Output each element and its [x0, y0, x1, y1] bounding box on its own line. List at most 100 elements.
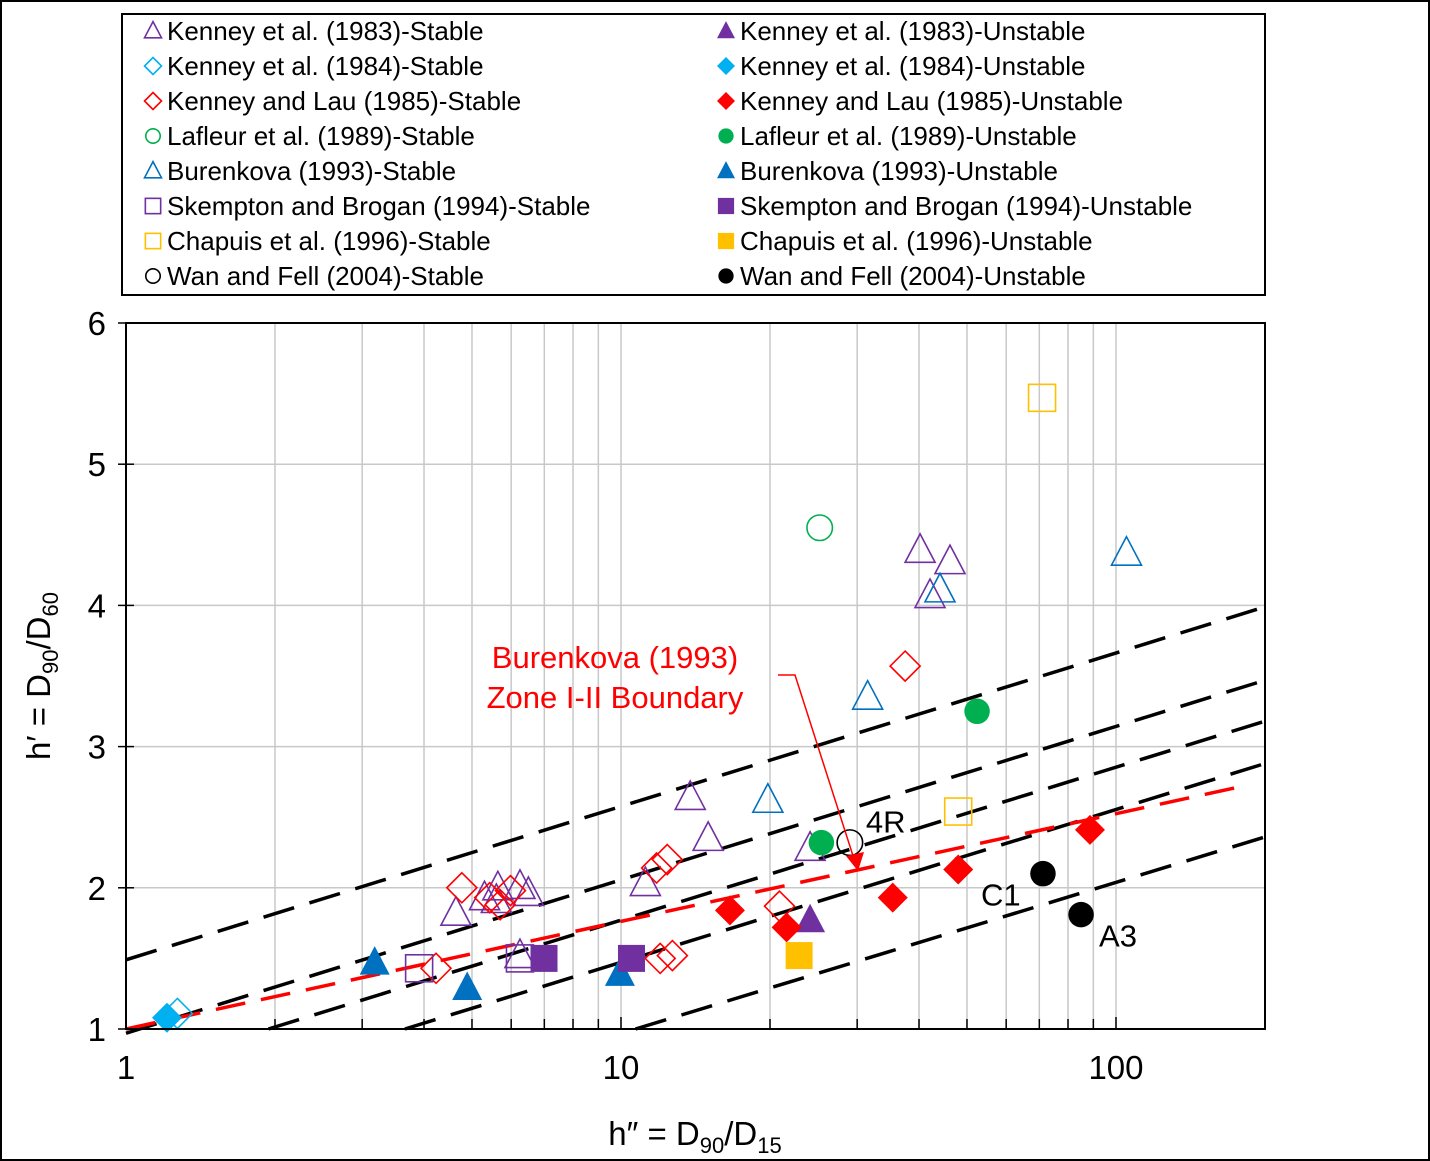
legend-marker-icon	[717, 232, 735, 250]
reference-lines	[125, 605, 1266, 1035]
data-point	[923, 571, 957, 603]
data-point	[473, 881, 506, 914]
point-label: A3	[1099, 919, 1137, 954]
data-point	[439, 894, 473, 927]
legend-marker-icon	[143, 19, 163, 39]
data-point	[151, 1002, 182, 1033]
x-tick-label: 1	[117, 1049, 135, 1086]
y-tick-label: 2	[88, 870, 106, 907]
legend-item: Burenkova (1993)-Stable	[143, 156, 456, 186]
legend-marker-icon	[717, 92, 735, 110]
data-point	[481, 869, 515, 901]
data-point	[419, 952, 453, 985]
data-point	[691, 820, 725, 852]
data-point	[617, 944, 645, 972]
data-point	[673, 779, 707, 811]
legend-label: Kenney and Lau (1985)-Unstable	[740, 86, 1123, 116]
axis-ticks: 1 10 100 1 2 3 4 5 6	[88, 305, 1266, 1086]
data-point	[785, 942, 813, 970]
legend-label: Wan and Fell (2004)-Stable	[167, 261, 484, 291]
data-point	[651, 843, 684, 876]
legend-item: Lafleur et al. (1989)-Stable	[144, 121, 475, 151]
legend-marker-icon	[718, 268, 734, 284]
legend-label: Wan and Fell (2004)-Unstable	[740, 261, 1086, 291]
legend-label: Kenney et al. (1983)-Unstable	[740, 16, 1085, 46]
legend-label: Skempton and Brogan (1994)-Unstable	[740, 191, 1192, 221]
data-point	[933, 543, 967, 575]
legend-item: Burenkova (1993)-Unstable	[717, 156, 1058, 186]
data-point	[714, 895, 745, 926]
y-tick-label: 5	[88, 446, 106, 483]
data-point	[359, 946, 390, 975]
burenkova-boundary-line	[125, 783, 1250, 1031]
legend-marker-icon	[717, 197, 735, 215]
legend-marker-icon	[717, 161, 735, 179]
data-point	[903, 532, 937, 564]
legend-label: Kenney and Lau (1985)-Stable	[167, 86, 521, 116]
data-point	[644, 942, 677, 975]
data-point	[771, 912, 802, 943]
legend-marker-icon	[144, 232, 162, 250]
y-axis-label: h′ = D90/D60	[20, 592, 63, 760]
y-tick-label: 4	[88, 587, 106, 624]
legend: Kenney et al. (1983)-Stable Kenney et al.…	[121, 13, 1266, 296]
legend-label: Burenkova (1993)-Stable	[167, 156, 456, 186]
legend-item: Kenney et al. (1983)-Unstable	[717, 16, 1085, 46]
x-axis-label: h″ = D90/D15	[608, 1115, 781, 1158]
data-point	[1030, 860, 1056, 887]
data-point	[640, 851, 673, 885]
legend-item: Kenney and Lau (1985)-Stable	[143, 86, 521, 116]
data-point	[629, 865, 662, 897]
dashed-reference-line	[404, 761, 1266, 1031]
grid	[126, 323, 1265, 1029]
data-point	[452, 971, 483, 1001]
legend-item: Chapuis et al. (1996)-Unstable	[717, 226, 1093, 256]
arrow-head-icon	[846, 852, 864, 871]
legend-marker-icon	[144, 267, 162, 285]
data-point	[751, 782, 785, 814]
data-point	[889, 649, 922, 683]
legend-item: Lafleur et al. (1989)-Unstable	[718, 121, 1077, 151]
data-point	[484, 888, 517, 921]
annotation-arrow	[778, 674, 856, 863]
legend-item: Chapuis et al. (1996)-Stable	[144, 226, 491, 256]
data-point	[1068, 901, 1094, 928]
legend-item: Kenney et al. (1983)-Stable	[143, 16, 484, 46]
legend-marker-icon	[717, 57, 735, 75]
data-point	[503, 937, 537, 969]
legend-item: Skempton and Brogan (1994)-Unstable	[717, 191, 1192, 221]
point-label: C1	[981, 878, 1021, 913]
data-point	[1074, 814, 1105, 845]
legend-marker-icon	[143, 56, 163, 76]
data-point	[943, 797, 973, 826]
data-point	[656, 939, 689, 972]
data-point	[1027, 383, 1057, 413]
data-point	[530, 944, 558, 972]
legend-label: Skempton and Brogan (1994)-Stable	[167, 191, 591, 221]
data-point	[806, 514, 834, 542]
dashed-reference-line	[125, 678, 1266, 1035]
data-point	[943, 854, 974, 885]
legend-item: Kenney and Lau (1985)-Unstable	[717, 86, 1123, 116]
x-tick-label: 10	[603, 1049, 640, 1086]
legend-item: Kenney et al. (1984)-Stable	[143, 51, 484, 81]
y-tick-label: 1	[88, 1011, 106, 1048]
legend-item: Kenney et al. (1984)-Unstable	[717, 51, 1085, 81]
legend-marker-icon	[143, 91, 163, 111]
data-point	[877, 882, 908, 913]
y-tick-label: 6	[88, 305, 106, 342]
annotation-burenkova-boundary: Burenkova (1993) Zone I-II Boundary	[487, 640, 864, 871]
data-point	[913, 577, 947, 609]
legend-marker-icon	[143, 159, 163, 179]
legend-marker-icon	[144, 197, 162, 215]
legend-item: Skempton and Brogan (1994)-Stable	[144, 191, 591, 221]
data-point	[795, 903, 826, 933]
data-point	[964, 698, 990, 725]
legend-item: Wan and Fell (2004)-Stable	[144, 261, 484, 291]
annotation-line-1: Burenkova (1993)	[492, 640, 738, 675]
data-point	[494, 874, 527, 907]
legend-label: Burenkova (1993)-Unstable	[740, 156, 1058, 186]
legend-item: Wan and Fell (2004)-Unstable	[718, 261, 1086, 291]
point-label: 4R	[866, 805, 906, 840]
